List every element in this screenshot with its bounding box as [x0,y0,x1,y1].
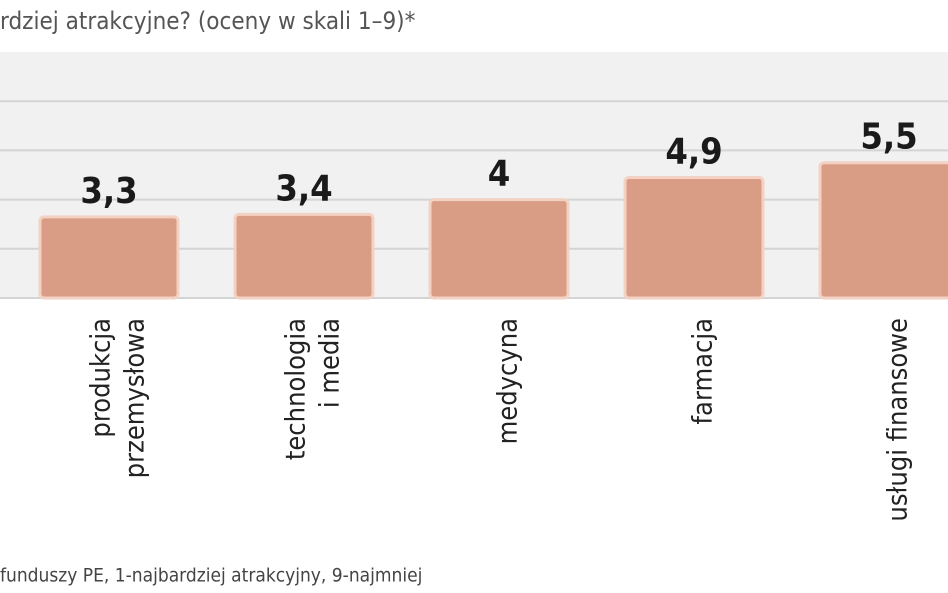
footnote: funduszy PE, 1-najbardziej atrakcyjny, 9… [0,565,422,587]
value-label: 3,3 [80,171,137,212]
bar [233,212,375,300]
value-label: 4,9 [665,131,722,172]
bar [818,161,948,300]
bar [623,175,765,300]
x-tick-label: technologia [281,318,312,460]
value-label: 3,4 [275,168,332,209]
value-label: 4 [488,154,511,195]
value-label: 5,5 [860,117,917,158]
chart-title: rdziej atrakcyjne? (oceny w skali 1–9)* [0,7,416,35]
x-tick-label: farmacja [688,318,719,424]
x-tick-label: i media [315,318,346,408]
bar [38,215,180,300]
x-tick-label: produkcja [86,318,117,438]
bar [428,198,570,300]
x-tick-label: przemysłowa [120,318,151,478]
x-tick-label: usługi finansowe [883,318,914,522]
x-tick-label: medycyna [493,318,524,444]
